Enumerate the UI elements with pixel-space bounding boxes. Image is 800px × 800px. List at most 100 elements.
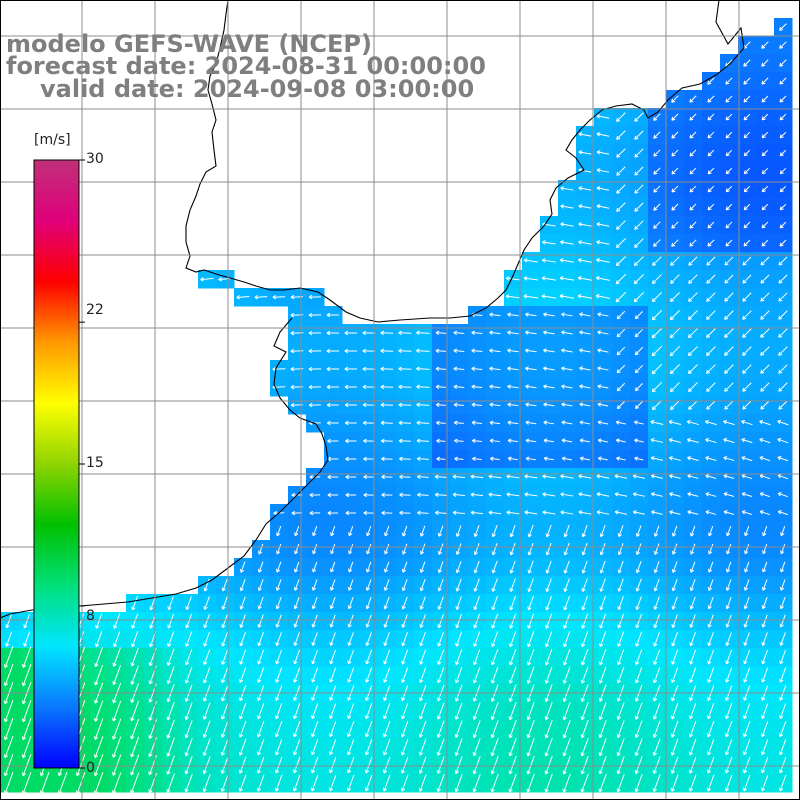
- wind-arrow: [347, 667, 355, 683]
- wind-arrow: [416, 420, 430, 426]
- wind-arrow: [671, 131, 679, 139]
- wind-arrow: [382, 774, 391, 792]
- wind-arrow: [454, 702, 463, 720]
- wind-arrow: [778, 364, 788, 374]
- wind-arrow: [401, 614, 408, 628]
- wind-arrow: [507, 438, 519, 443]
- wind-arrow: [778, 738, 787, 756]
- wind-arrow: [454, 438, 464, 444]
- wind-arrow: [779, 597, 786, 610]
- wind-arrow: [599, 613, 607, 629]
- wind-arrow: [562, 755, 571, 775]
- wind-arrow: [399, 474, 411, 480]
- wind-arrow: [688, 382, 698, 392]
- wind-arrow: [419, 649, 427, 665]
- wind-arrow: [220, 738, 229, 756]
- wind-arrow: [761, 185, 769, 193]
- wind-arrow: [760, 256, 770, 266]
- wind-arrow: [21, 772, 32, 795]
- wind-arrow: [488, 492, 502, 497]
- wind-arrow: [509, 524, 516, 538]
- wind-arrow: [21, 700, 32, 723]
- wind-arrow: [669, 364, 680, 375]
- wind-arrow: [490, 737, 499, 757]
- wind-arrow: [651, 400, 662, 411]
- wind-arrow: [435, 402, 446, 408]
- wind-arrow: [275, 596, 282, 610]
- wind-arrow: [761, 221, 769, 229]
- wind-arrow: [615, 438, 626, 443]
- wind-arrow: [293, 596, 300, 610]
- wind-arrow: [653, 543, 660, 555]
- wind-arrow: [489, 366, 501, 371]
- wind-arrow: [416, 456, 429, 462]
- wind-arrow: [708, 543, 714, 555]
- wind-arrow: [561, 348, 573, 353]
- colorbar-tick-label: 22: [86, 302, 104, 318]
- wind-arrow: [761, 721, 769, 738]
- wind-arrow: [221, 578, 228, 592]
- wind-arrow: [724, 328, 734, 338]
- wind-arrow: [400, 720, 409, 738]
- wind-arrow: [365, 614, 372, 628]
- wind-arrow: [508, 720, 517, 739]
- wind-arrow: [779, 239, 787, 247]
- wind-arrow: [489, 420, 501, 425]
- wind-arrow: [330, 561, 336, 573]
- wind-arrow: [329, 632, 336, 646]
- wind-arrow: [669, 492, 681, 497]
- wind-arrow: [544, 666, 553, 684]
- wind-arrow: [401, 649, 409, 665]
- wind-arrow: [220, 720, 229, 738]
- wind-arrow: [578, 222, 592, 227]
- wind-arrow: [616, 702, 625, 720]
- wind-arrow: [707, 221, 715, 229]
- wind-arrow: [345, 438, 357, 444]
- wind-arrow: [707, 95, 715, 103]
- wind-arrow: [525, 348, 537, 353]
- wind-arrow: [724, 721, 733, 738]
- wind-arrow: [689, 185, 697, 193]
- wind-arrow: [578, 492, 592, 497]
- wind-arrow: [669, 327, 681, 339]
- wind-arrow: [671, 239, 679, 247]
- wind-arrow: [541, 276, 557, 281]
- wind-arrow: [489, 438, 500, 443]
- wind-arrow: [779, 203, 787, 211]
- wind-arrow: [326, 312, 340, 318]
- wind-arrow: [362, 402, 375, 408]
- wind-arrow: [759, 510, 770, 516]
- wind-arrow: [671, 185, 679, 193]
- wind-arrow: [543, 402, 555, 407]
- wind-arrow: [435, 330, 447, 336]
- wind-arrow: [274, 738, 283, 756]
- colorbar-unit-label: [m/s]: [34, 132, 71, 148]
- wind-arrow: [454, 720, 463, 738]
- wind-arrow: [490, 666, 499, 684]
- wind-arrow: [543, 348, 555, 353]
- wind-arrow: [184, 666, 193, 684]
- wind-arrow: [545, 542, 552, 556]
- wind-arrow: [184, 648, 193, 666]
- wind-arrow: [238, 702, 247, 720]
- wind-arrow: [634, 238, 644, 248]
- wind-arrow: [777, 510, 788, 516]
- wind-arrow: [671, 649, 679, 665]
- wind-arrow: [779, 149, 787, 157]
- wind-arrow: [670, 256, 680, 266]
- wind-arrow: [525, 438, 537, 443]
- wind-arrow: [670, 738, 679, 756]
- wind-arrow: [362, 384, 376, 390]
- wind-arrow: [668, 456, 681, 461]
- wind-arrow: [347, 649, 354, 665]
- wind-arrow: [203, 613, 210, 629]
- wind-arrow: [687, 492, 699, 497]
- wind-arrow: [239, 614, 246, 628]
- wind-arrow: [471, 438, 482, 444]
- wind-arrow: [348, 526, 354, 537]
- forecast-date: forecast date: 2024-08-31 00:00:00: [6, 52, 486, 80]
- wind-arrow: [563, 578, 570, 592]
- wind-arrow: [778, 382, 788, 392]
- wind-arrow: [293, 667, 301, 683]
- wind-arrow: [436, 756, 445, 774]
